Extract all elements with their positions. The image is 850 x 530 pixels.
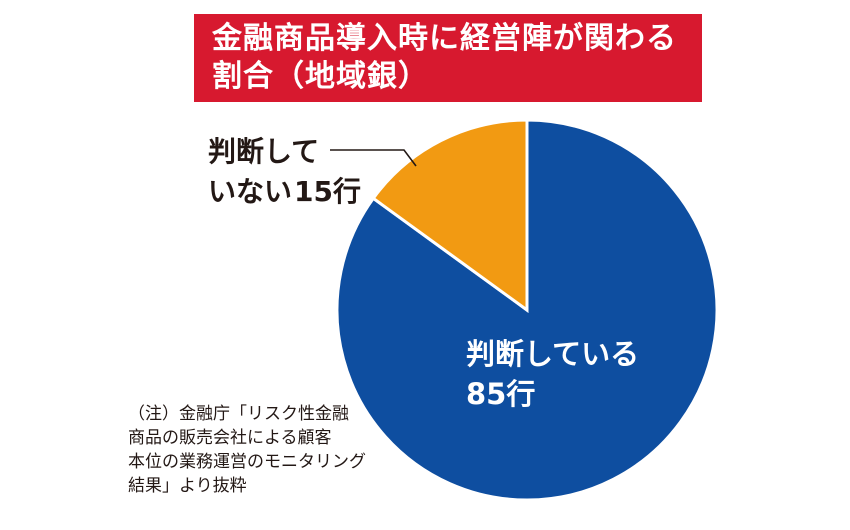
slice-value-not-judging: 15行: [294, 175, 361, 208]
source-note-line3: 本位の業務運営のモニタリング: [128, 452, 366, 472]
pie-slices: [335, 118, 719, 502]
slice-label-not-judging: 判断して いない15行: [208, 132, 361, 212]
slice-value-judging: 85行: [466, 377, 536, 411]
slice-label-not-judging-line1: 判断して: [208, 135, 320, 168]
source-note-line1: （注）金融庁「リスク性金融: [128, 404, 349, 424]
slice-label-judging-line1: 判断している: [466, 337, 640, 371]
leader-line: [330, 149, 417, 167]
source-note-line4: 結果」より抜粋: [128, 476, 247, 496]
source-note-line2: 商品の販売会社による顧客: [128, 428, 332, 448]
pie-slice-not-judging: [371, 118, 529, 313]
slice-label-not-judging-line2: いない: [208, 175, 293, 208]
slice-label-judging: 判断している 85行: [466, 334, 639, 414]
chart-title-banner: 金融商品導入時に経営陣が関わる 割合（地域銀）: [194, 14, 702, 102]
chart-title-line-2: 割合（地域銀）: [212, 59, 429, 94]
chart-title-line-1: 金融商品導入時に経営陣が関わる: [212, 21, 677, 56]
source-note: （注）金融庁「リスク性金融 商品の販売会社による顧客 本位の業務運営のモニタリン…: [128, 402, 366, 498]
